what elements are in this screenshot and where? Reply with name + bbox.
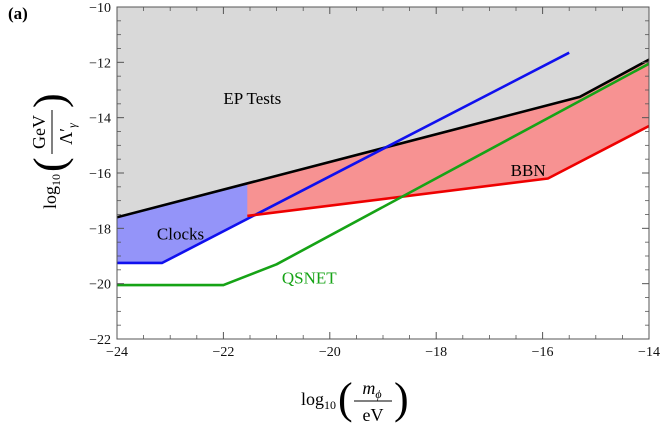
x-tick-label: −14: [638, 345, 660, 360]
y-axis-label: log10 ( GeV Λ′γ ): [25, 93, 79, 209]
label-ep-tests: EP Tests: [223, 89, 281, 108]
x-label-numerator-sub: ϕ: [375, 387, 381, 401]
x-tick-label: −22: [212, 345, 234, 360]
line-ep-tests: [116, 58, 650, 219]
region-labels: EP Tests Clocks BBN QSNET: [157, 89, 546, 288]
svg-text:Λ′γ: Λ′γ: [56, 123, 79, 145]
x-label-close-paren: ): [394, 374, 409, 423]
y-label-close-paren: ): [25, 93, 74, 108]
axis-ticks: −24 −22 −20 −18 −16 −14−22−20−18−16−14−12−10: [89, 1, 660, 360]
y-tick-label: −12: [89, 56, 111, 71]
line-bbn: [247, 124, 650, 218]
y-tick-label: −14: [89, 112, 111, 127]
y-tick-label: −22: [89, 333, 111, 348]
y-label-numerator: GeV: [29, 115, 49, 149]
x-label-numerator: m: [362, 378, 375, 398]
panel-label: (a): [8, 4, 28, 23]
x-tick-label: −18: [425, 345, 447, 360]
x-tick-label: −20: [319, 345, 341, 360]
x-tick-label: −24: [106, 345, 128, 360]
y-label-denominator: Λ′: [56, 128, 76, 145]
label-qsnet: QSNET: [282, 269, 337, 288]
y-label-prefix: log: [40, 186, 60, 209]
x-axis-label: log10 ( mϕ eV ): [301, 374, 409, 425]
line-qsnet: [117, 62, 650, 287]
y-label-denominator-sub: γ: [65, 123, 79, 128]
svg-text:mϕ: mϕ: [362, 378, 381, 401]
x-label-open-paren: (: [338, 374, 353, 423]
x-label-prefix: log: [301, 389, 324, 409]
y-label-open-paren: (: [25, 157, 74, 172]
y-label-sub: 10: [49, 174, 63, 186]
line-clocks: [117, 51, 570, 265]
y-tick-label: −16: [89, 167, 111, 182]
constraint-lines: [116, 51, 650, 287]
x-tick-label: −16: [532, 345, 554, 360]
x-label-denominator: eV: [363, 405, 384, 425]
x-label-sub: 10: [324, 398, 336, 412]
region-ep-tests: [117, 7, 649, 218]
label-bbn: BBN: [511, 161, 546, 180]
svg-text:log10: log10: [301, 389, 336, 412]
svg-text:log10: log10: [40, 174, 63, 209]
label-clocks: Clocks: [157, 224, 204, 243]
y-tick-label: −18: [89, 222, 111, 237]
y-tick-label: −10: [89, 1, 111, 16]
y-tick-label: −20: [89, 278, 111, 293]
